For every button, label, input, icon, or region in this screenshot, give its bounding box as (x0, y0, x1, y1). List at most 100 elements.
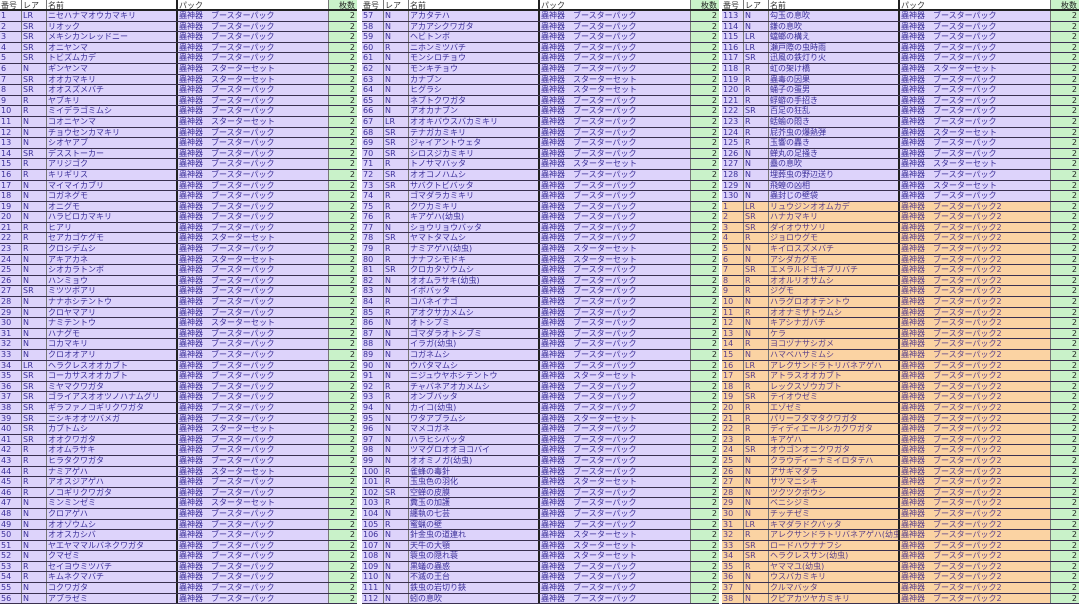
pack-cell[interactable]: 蟲神器 ブースターパック2 (900, 540, 1051, 551)
pack-cell[interactable]: 蟲神器 スターターセット (540, 244, 691, 254)
pack-cell[interactable]: 蟲神器 ブースターパック (178, 402, 329, 413)
count-cell[interactable]: 2 (1051, 583, 1079, 593)
card-number-cell[interactable]: 14 (0, 148, 22, 159)
card-name-cell[interactable]: カナブン (409, 74, 540, 85)
pack-cell[interactable]: 蟲神器 スターターセット (178, 318, 329, 328)
card-name-cell[interactable]: ヤブキリ (47, 95, 178, 106)
card-number-cell[interactable]: 69 (362, 138, 384, 148)
card-number-cell[interactable]: 111 (362, 583, 384, 593)
pack-cell[interactable]: 蟲神器 ブースターパック (540, 434, 691, 445)
rarity-cell[interactable]: R (744, 307, 769, 318)
pack-cell[interactable]: 蟲神器 ブースターパック (178, 392, 329, 402)
card-name-cell[interactable]: 玉虫色の羽化 (409, 477, 540, 487)
card-name-cell[interactable]: 鎌の息吹 (769, 21, 900, 32)
count-cell[interactable]: 2 (329, 74, 357, 85)
card-name-cell[interactable]: カブトムシ (47, 424, 178, 434)
count-cell[interactable]: 2 (329, 63, 357, 74)
pack-cell[interactable]: 蟲神器 ブースターパック2 (900, 297, 1051, 307)
count-cell[interactable]: 2 (691, 233, 719, 244)
header-name[interactable]: 名前 (769, 0, 900, 9)
count-cell[interactable]: 2 (329, 85, 357, 95)
rarity-cell[interactable]: R (744, 286, 769, 297)
rarity-cell[interactable]: N (384, 455, 409, 466)
card-name-cell[interactable]: アシダカグモ (769, 254, 900, 265)
pack-cell[interactable]: 蟲神器 ブースターパック2 (900, 307, 1051, 318)
pack-cell[interactable]: 蟲神器 ブースターパック (178, 127, 329, 138)
pack-cell[interactable]: 蟲神器 ブースターパック (178, 180, 329, 191)
card-name-cell[interactable]: 虹の架け橋 (769, 63, 900, 74)
card-name-cell[interactable]: シオヤアブ (47, 138, 178, 148)
card-name-cell[interactable]: 蟷螂の構え (769, 32, 900, 42)
count-cell[interactable]: 2 (691, 583, 719, 593)
card-number-cell[interactable]: 109 (362, 561, 384, 572)
card-name-cell[interactable]: クロシデムシ (47, 244, 178, 254)
card-number-cell[interactable]: 55 (0, 583, 22, 593)
card-name-cell[interactable]: シロスジカミキリ (409, 148, 540, 159)
card-number-cell[interactable]: 96 (362, 424, 384, 434)
card-name-cell[interactable]: キマダラドクバッタ (769, 519, 900, 530)
rarity-cell[interactable]: R (744, 530, 769, 540)
pack-cell[interactable]: 蟲神器 ブースターパック (178, 244, 329, 254)
card-number-cell[interactable]: 12 (722, 318, 744, 328)
card-number-cell[interactable]: 13 (0, 138, 22, 148)
rarity-cell[interactable]: N (384, 339, 409, 349)
pack-cell[interactable]: 蟲神器 ブースターパック (540, 116, 691, 127)
pack-cell[interactable]: 蟲神器 ブースターパック (178, 583, 329, 593)
rarity-cell[interactable]: R (384, 159, 409, 169)
rarity-cell[interactable]: N (744, 169, 769, 180)
pack-cell[interactable]: 蟲神器 ブースターパック (540, 233, 691, 244)
card-name-cell[interactable]: ハマベハサミムシ (769, 350, 900, 360)
count-cell[interactable]: 2 (1051, 424, 1079, 434)
card-number-cell[interactable]: 30 (722, 508, 744, 519)
count-cell[interactable]: 2 (691, 434, 719, 445)
pack-cell[interactable]: 蟲神器 ブースターパック (178, 106, 329, 116)
rarity-cell[interactable]: N (22, 583, 47, 593)
rarity-cell[interactable]: N (384, 583, 409, 593)
count-cell[interactable]: 2 (691, 350, 719, 360)
card-number-cell[interactable]: 83 (362, 286, 384, 297)
rarity-cell[interactable]: N (744, 297, 769, 307)
pack-cell[interactable]: 蟲神器 ブースターパック2 (900, 583, 1051, 593)
card-name-cell[interactable]: マメコガネ (409, 424, 540, 434)
pack-cell[interactable]: 蟲神器 ブースターパック (540, 572, 691, 583)
count-cell[interactable]: 2 (691, 445, 719, 455)
pack-cell[interactable]: 蟲神器 ブースターパック (178, 42, 329, 53)
card-name-cell[interactable]: クロヤマアリ (47, 307, 178, 318)
rarity-cell[interactable]: N (22, 138, 47, 148)
rarity-cell[interactable]: N (22, 318, 47, 328)
rarity-cell[interactable]: N (22, 127, 47, 138)
count-cell[interactable]: 2 (329, 477, 357, 487)
card-number-cell[interactable]: 119 (722, 74, 744, 85)
card-name-cell[interactable]: ナミテントウ (47, 318, 178, 328)
rarity-cell[interactable]: N (384, 371, 409, 381)
count-cell[interactable]: 2 (329, 498, 357, 508)
rarity-cell[interactable]: R (384, 381, 409, 392)
pack-cell[interactable]: 蟲神器 スターターセット (540, 551, 691, 561)
card-number-cell[interactable]: 9 (722, 286, 744, 297)
card-number-cell[interactable]: 123 (722, 116, 744, 127)
rarity-cell[interactable]: R (744, 339, 769, 349)
rarity-cell[interactable]: R (384, 254, 409, 265)
count-cell[interactable]: 2 (329, 244, 357, 254)
count-cell[interactable]: 2 (691, 222, 719, 233)
count-cell[interactable]: 2 (329, 21, 357, 32)
pack-cell[interactable]: 蟲神器 ブースターパック (540, 508, 691, 519)
card-number-cell[interactable]: 28 (0, 297, 22, 307)
pack-cell[interactable]: 蟲神器 ブースターパック (900, 116, 1051, 127)
count-cell[interactable]: 2 (691, 127, 719, 138)
card-name-cell[interactable]: モンキチョウ (409, 63, 540, 74)
count-cell[interactable]: 2 (1051, 540, 1079, 551)
pack-cell[interactable]: 蟲神器 ブースターパック (900, 32, 1051, 42)
card-name-cell[interactable]: オオコノハムシ (409, 169, 540, 180)
card-name-cell[interactable]: クマゼミ (47, 551, 178, 561)
pack-cell[interactable]: 蟲神器 ブースターパック2 (900, 572, 1051, 583)
count-cell[interactable]: 2 (1051, 201, 1079, 212)
rarity-cell[interactable]: LR (384, 116, 409, 127)
card-name-cell[interactable]: ギラファノコギリクワガタ (47, 402, 178, 413)
rarity-cell[interactable]: N (22, 530, 47, 540)
count-cell[interactable]: 2 (691, 561, 719, 572)
count-cell[interactable]: 2 (1051, 498, 1079, 508)
card-name-cell[interactable]: クラウディーナミイロタテハ (769, 455, 900, 466)
header-pack[interactable]: パック (900, 0, 1051, 9)
count-cell[interactable]: 2 (1051, 328, 1079, 339)
